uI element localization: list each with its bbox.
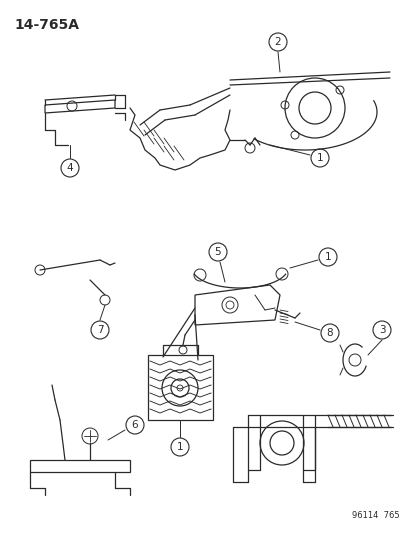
Text: 1: 1 (176, 442, 183, 452)
Text: 5: 5 (214, 247, 221, 257)
Text: 4: 4 (66, 163, 73, 173)
Text: 1: 1 (324, 252, 330, 262)
Text: 3: 3 (378, 325, 385, 335)
Text: 96114  765: 96114 765 (351, 511, 399, 520)
Text: 14-765A: 14-765A (14, 18, 79, 32)
Text: 1: 1 (316, 153, 323, 163)
Text: 8: 8 (326, 328, 332, 338)
Text: 6: 6 (131, 420, 138, 430)
Text: 2: 2 (274, 37, 280, 47)
Text: 7: 7 (97, 325, 103, 335)
